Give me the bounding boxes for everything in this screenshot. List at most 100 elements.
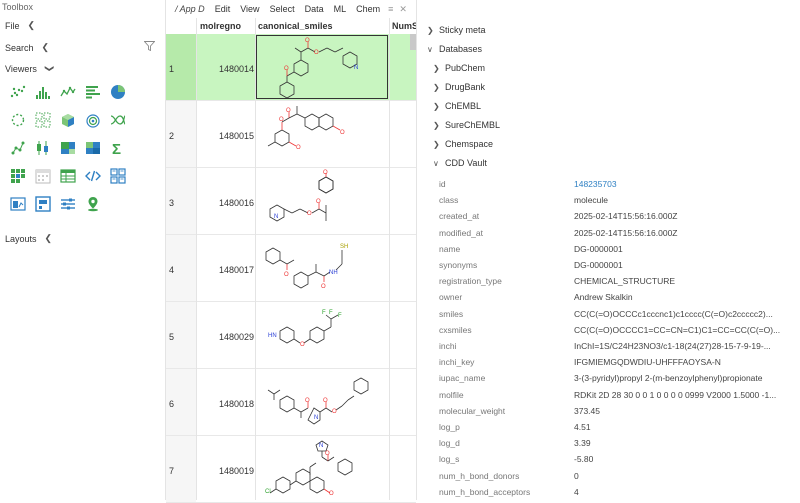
menu-chem[interactable]: Chem [356, 4, 381, 14]
menu-select[interactable]: Select [269, 4, 295, 14]
property-value: InChI=1S/C24H23NO3/c1-18(24(27)28-15-7-9… [574, 341, 771, 351]
table-row[interactable]: 1 1480014 O O O N [166, 34, 416, 101]
table-row[interactable]: 2 1480015 O O O O [166, 101, 416, 168]
toolbox-viewers-section[interactable]: Viewers ❮ [5, 63, 54, 74]
row-number: 4 [169, 265, 175, 275]
property-key: log_p [439, 422, 460, 432]
heat-map-icon[interactable] [85, 140, 101, 156]
toolbox-search-section[interactable]: Search ❮ [5, 42, 49, 53]
molregno-cell[interactable]: 1480019 [218, 466, 254, 476]
table-path[interactable]: / App D [175, 4, 205, 14]
property-value-link[interactable]: 148235703 [574, 179, 617, 189]
chevron-down-icon: ❮ [43, 64, 54, 73]
chevron-left-icon: ❮ [41, 42, 50, 52]
vertical-scrollbar[interactable] [410, 34, 416, 50]
section-label: Chemspace [445, 139, 494, 149]
molregno-cell[interactable]: 1480015 [218, 131, 254, 141]
density-plot-icon[interactable] [85, 112, 101, 128]
property-value: 3-(3-pyridyl)propyl 2-(m-benzoylphenyl)p… [574, 373, 763, 384]
section-drugbank[interactable]: ❯ DrugBank [433, 82, 485, 92]
scatter-plot-icon[interactable] [10, 84, 26, 100]
molecule-structure-cell[interactable]: O O O O [256, 102, 388, 166]
section-chemspace[interactable]: ❯ Chemspace [433, 139, 493, 149]
map-icon[interactable] [85, 196, 101, 212]
table-row[interactable]: 4 1480017 O O NH SH [166, 235, 416, 302]
molecule-structure-cell[interactable]: N O O O [256, 370, 388, 434]
hamburger-menu-icon[interactable]: ≡ [388, 4, 394, 14]
form-icon[interactable] [10, 168, 26, 184]
row-number: 7 [169, 466, 175, 476]
toolbox-layouts-section[interactable]: Layouts ❮ [5, 233, 52, 244]
row-header [166, 302, 196, 368]
section-label: Sticky meta [439, 25, 486, 35]
filters-icon[interactable] [60, 196, 76, 212]
grid-icon[interactable] [60, 168, 76, 184]
molecule-structure-cell[interactable]: HN O F F F [256, 303, 388, 367]
menu-ml[interactable]: ML [333, 4, 347, 14]
section-databases[interactable]: ∨ Databases [427, 44, 482, 54]
table-row[interactable]: 7 1480019 Cl O O [166, 436, 416, 503]
menu-data[interactable]: Data [304, 4, 324, 14]
network-icon[interactable] [10, 112, 26, 128]
section-chembl[interactable]: ❯ ChEMBL [433, 101, 481, 111]
column-header-nums[interactable]: NumS [392, 21, 416, 31]
toolbox-file-section[interactable]: File ❮ [5, 20, 35, 31]
molecule-structure-cell[interactable]: Cl O O N [256, 437, 388, 501]
svg-text:O: O [284, 272, 289, 278]
property-value: molecule [574, 195, 609, 206]
molecule-structure-cell[interactable]: O O NH SH [256, 236, 388, 300]
table-row[interactable]: 6 1480018 N O O O [166, 369, 416, 436]
svg-text:O: O [284, 66, 289, 72]
property-key: id [439, 179, 446, 189]
box-plot-icon[interactable] [35, 140, 51, 156]
molregno-cell[interactable]: 1480014 [218, 64, 254, 74]
3d-scatter-icon[interactable] [60, 112, 76, 128]
filter-icon[interactable] [144, 41, 155, 51]
context-panel: ❯ Sticky meta ∨ Databases ❯ PubChem ❯ Dr… [416, 0, 800, 500]
molregno-cell[interactable]: 1480029 [218, 332, 254, 342]
column-divider [255, 18, 256, 500]
statistics-icon[interactable]: Σ [110, 140, 126, 156]
tree-icon[interactable] [10, 140, 26, 156]
chevron-right-icon: ❯ [433, 120, 440, 130]
section-cdd-vault[interactable]: ∨ CDD Vault [433, 158, 487, 168]
section-surechembl[interactable]: ❯ SureChEMBL [433, 120, 500, 130]
markup-icon[interactable] [35, 196, 51, 212]
section-sticky-meta[interactable]: ❯ Sticky meta [427, 25, 486, 35]
molecule-structure-cell[interactable]: N O O O [256, 169, 388, 233]
molregno-cell[interactable]: 1480016 [218, 198, 254, 208]
property-value: CC(C(=O)OCCCc1cccnc1)c1cccc(C(=O)c2ccccc… [574, 308, 773, 319]
property-key: cxsmiles [439, 324, 472, 335]
molregno-cell[interactable]: 1480017 [218, 265, 254, 275]
calendar-icon[interactable] [35, 168, 51, 184]
file-label: File [5, 20, 20, 31]
menu-edit[interactable]: Edit [214, 4, 231, 14]
pie-chart-icon[interactable] [110, 84, 126, 100]
column-header-molregno[interactable]: molregno [200, 21, 242, 31]
tile-viewer-icon[interactable] [110, 168, 126, 184]
column-header-canonical-smiles[interactable]: canonical_smiles [258, 21, 333, 31]
html-icon[interactable] [85, 168, 101, 184]
layouts-label: Layouts [5, 233, 37, 244]
viewers-label: Viewers [5, 63, 37, 74]
tree-map-icon[interactable] [60, 140, 76, 156]
svg-text:HN: HN [268, 333, 277, 339]
table-menubar: / App D Edit View Select Data ML Chem ≡ … [166, 0, 416, 18]
histogram-icon[interactable] [35, 84, 51, 100]
molecule-structure-drawing: HN O F F F [268, 310, 342, 348]
close-icon[interactable]: ✕ [399, 3, 407, 14]
property-key: molfile [439, 389, 464, 400]
table-row[interactable]: 3 1480016 N O O O [166, 168, 416, 235]
section-pubchem[interactable]: ❯ PubChem [433, 63, 485, 73]
line-chart-icon[interactable] [60, 84, 76, 100]
matrix-plot-icon[interactable] [35, 112, 51, 128]
chart-panel-icon[interactable] [10, 196, 26, 212]
molecule-structure-cell[interactable]: O O O N [256, 35, 388, 99]
bar-chart-icon[interactable] [85, 84, 101, 100]
row-number: 5 [169, 332, 175, 342]
correlation-icon[interactable] [110, 112, 126, 128]
table-row[interactable]: 5 1480029 HN O F F F [166, 302, 416, 369]
menu-view[interactable]: View [240, 4, 260, 14]
molregno-cell[interactable]: 1480018 [218, 399, 254, 409]
property-key: num_h_bond_acceptors [439, 486, 531, 497]
